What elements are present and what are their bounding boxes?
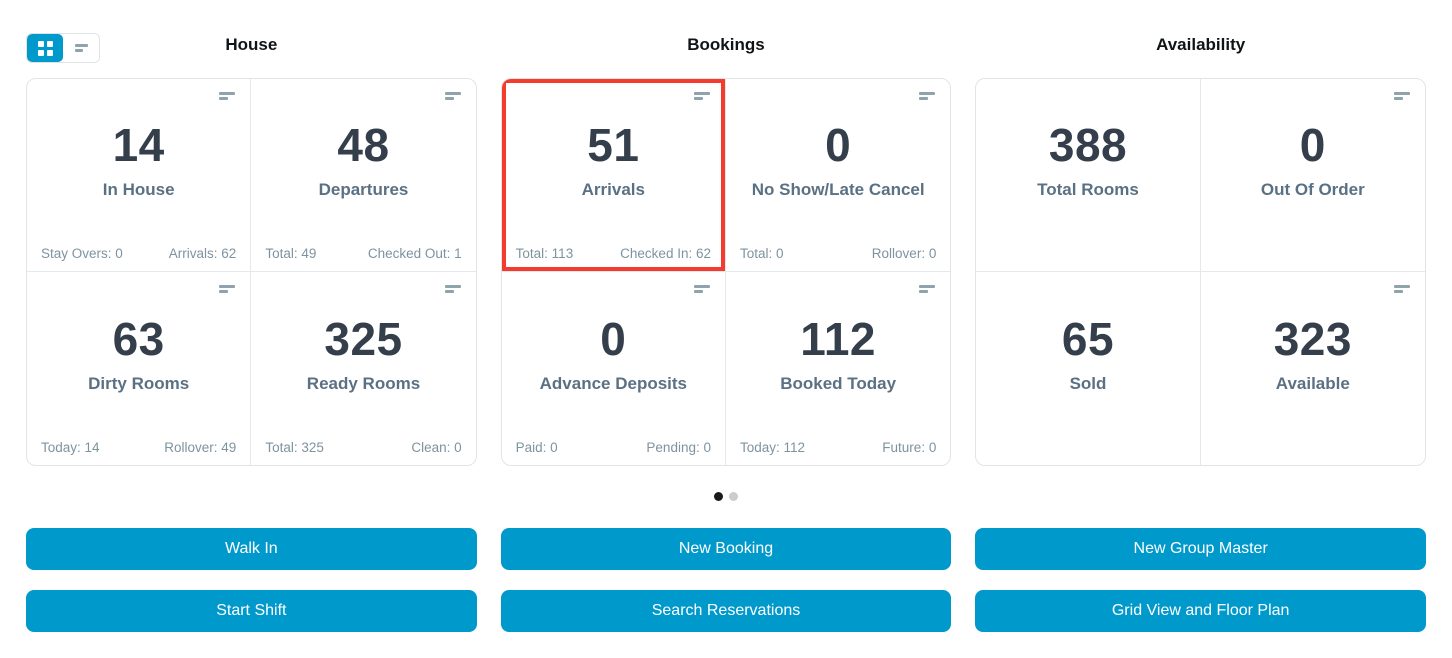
view-toggle (26, 33, 100, 63)
card-stats: Stay Overs: 0 Arrivals: 62 (41, 246, 236, 261)
card-total-rooms[interactable]: 388 Total Rooms (976, 79, 1201, 272)
section-house: 14 In House Stay Overs: 0 Arrivals: 62 4… (26, 78, 477, 466)
section-bookings: 51 Arrivals Total: 113 Checked In: 62 0 … (500, 78, 952, 466)
card-value: 51 (587, 119, 640, 171)
card-menu-icon[interactable] (1393, 285, 1410, 293)
card-value: 388 (1048, 119, 1128, 171)
card-no-show-late-cancel[interactable]: 0 No Show/Late Cancel Total: 0 Rollover:… (725, 79, 951, 272)
card-label: Ready Rooms (306, 373, 421, 393)
grid-view-button[interactable] (27, 34, 63, 62)
card-stats: Total: 0 Rollover: 0 (740, 246, 936, 261)
card-menu-icon[interactable] (1393, 92, 1410, 100)
card-menu-icon[interactable] (693, 285, 710, 293)
card-label: Out Of Order (1260, 180, 1365, 199)
card-menu-icon[interactable] (919, 92, 936, 100)
stat-right: Clean: 0 (411, 440, 462, 455)
card-menu-icon[interactable] (444, 92, 461, 100)
card-label: Total Rooms (1037, 180, 1139, 199)
stat-left: Paid: 0 (515, 440, 558, 455)
card-menu-icon[interactable] (219, 92, 236, 100)
card-value: 112 (800, 312, 877, 365)
stat-sections: 14 In House Stay Overs: 0 Arrivals: 62 4… (26, 78, 1426, 466)
card-stats: Total: 113 Checked In: 62 (516, 246, 711, 261)
card-label: Dirty Rooms (88, 373, 190, 393)
card-stats: Total: 325 Clean: 0 (265, 440, 461, 455)
new-booking-button[interactable]: New Booking (500, 528, 952, 570)
stat-left: Today: 112 (739, 440, 806, 455)
card-label: Departures (318, 180, 409, 199)
card-dirty-rooms[interactable]: 63 Dirty Rooms Today: 14 Rollover: 49 (27, 272, 252, 465)
card-menu-icon[interactable] (693, 92, 710, 100)
stat-right: Checked Out: 1 (367, 246, 462, 261)
carousel-pagination (26, 492, 1426, 501)
card-sold[interactable]: 65 Sold (976, 272, 1201, 465)
card-label: In House (102, 180, 175, 199)
card-out-of-order[interactable]: 0 Out Of Order (1200, 79, 1425, 272)
card-booked-today[interactable]: 112 Booked Today Today: 112 Future: 0 (726, 272, 950, 465)
card-menu-icon[interactable] (219, 285, 236, 293)
start-shift-button[interactable]: Start Shift (26, 590, 477, 632)
card-label: Sold (1069, 373, 1107, 393)
stat-right: Rollover: 49 (164, 440, 237, 455)
card-label: No Show/Late Cancel (751, 180, 925, 199)
section-title-availability: Availability (1156, 35, 1246, 54)
action-buttons: Walk In New Booking New Group Master Sta… (26, 528, 1426, 632)
section-title-bookings: Bookings (687, 35, 765, 54)
pagination-dot-1[interactable] (714, 492, 723, 501)
list-view-button[interactable] (63, 34, 99, 62)
card-departures[interactable]: 48 Departures Total: 49 Checked Out: 1 (251, 79, 476, 272)
stat-right: Checked In: 62 (620, 246, 711, 261)
grid-view-floor-plan-button[interactable]: Grid View and Floor Plan (975, 590, 1426, 632)
search-reservations-button[interactable]: Search Reservations (500, 590, 952, 632)
card-stats: Today: 14 Rollover: 49 (41, 440, 236, 455)
card-value: 0 (1299, 119, 1326, 171)
card-ready-rooms[interactable]: 325 Ready Rooms Total: 325 Clean: 0 (251, 272, 475, 465)
stat-right: Rollover: 0 (871, 246, 937, 261)
card-arrivals[interactable]: 51 Arrivals Total: 113 Checked In: 62 (501, 79, 726, 272)
card-label: Advance Deposits (539, 373, 688, 393)
card-in-house[interactable]: 14 In House Stay Overs: 0 Arrivals: 62 (27, 79, 252, 272)
stat-right: Arrivals: 62 (168, 246, 237, 261)
card-value: 14 (112, 119, 165, 171)
card-value: 65 (1061, 312, 1115, 365)
stat-left: Total: 325 (265, 440, 324, 455)
card-value: 325 (324, 312, 403, 365)
card-advance-deposits[interactable]: 0 Advance Deposits Paid: 0 Pending: 0 (502, 272, 726, 465)
pagination-dot-2[interactable] (729, 492, 738, 501)
new-group-master-button[interactable]: New Group Master (975, 528, 1426, 570)
grid-view-icon (37, 40, 53, 56)
section-titles: House Bookings Availability (26, 35, 1426, 55)
list-view-icon (74, 44, 88, 52)
header-row: House Bookings Availability (26, 33, 1426, 63)
card-stats: Paid: 0 Pending: 0 (516, 440, 711, 455)
stat-right: Pending: 0 (646, 440, 711, 455)
card-stats: Today: 112 Future: 0 (740, 440, 936, 455)
card-value: 63 (112, 312, 165, 365)
stat-left: Today: 14 (41, 440, 100, 455)
card-label: Arrivals (581, 180, 645, 199)
card-value: 0 (600, 312, 627, 365)
walk-in-button[interactable]: Walk In (26, 528, 477, 570)
section-availability: 388 Total Rooms 0 Out Of Order 65 Sold 3… (975, 78, 1426, 466)
stat-right: Future: 0 (882, 440, 937, 455)
stat-left: Total: 113 (515, 246, 574, 261)
stat-left: Total: 49 (265, 246, 317, 261)
card-value: 48 (337, 119, 390, 171)
card-label: Booked Today (780, 373, 897, 393)
card-value: 0 (825, 119, 852, 171)
section-title-house: House (225, 35, 278, 54)
card-label: Available (1275, 373, 1350, 393)
card-stats: Total: 49 Checked Out: 1 (265, 246, 461, 261)
card-value: 323 (1273, 312, 1352, 365)
card-menu-icon[interactable] (444, 285, 461, 293)
card-menu-icon[interactable] (919, 285, 936, 293)
stat-left: Stay Overs: 0 (41, 246, 123, 261)
card-available[interactable]: 323 Available (1201, 272, 1425, 465)
stat-left: Total: 0 (739, 246, 784, 261)
